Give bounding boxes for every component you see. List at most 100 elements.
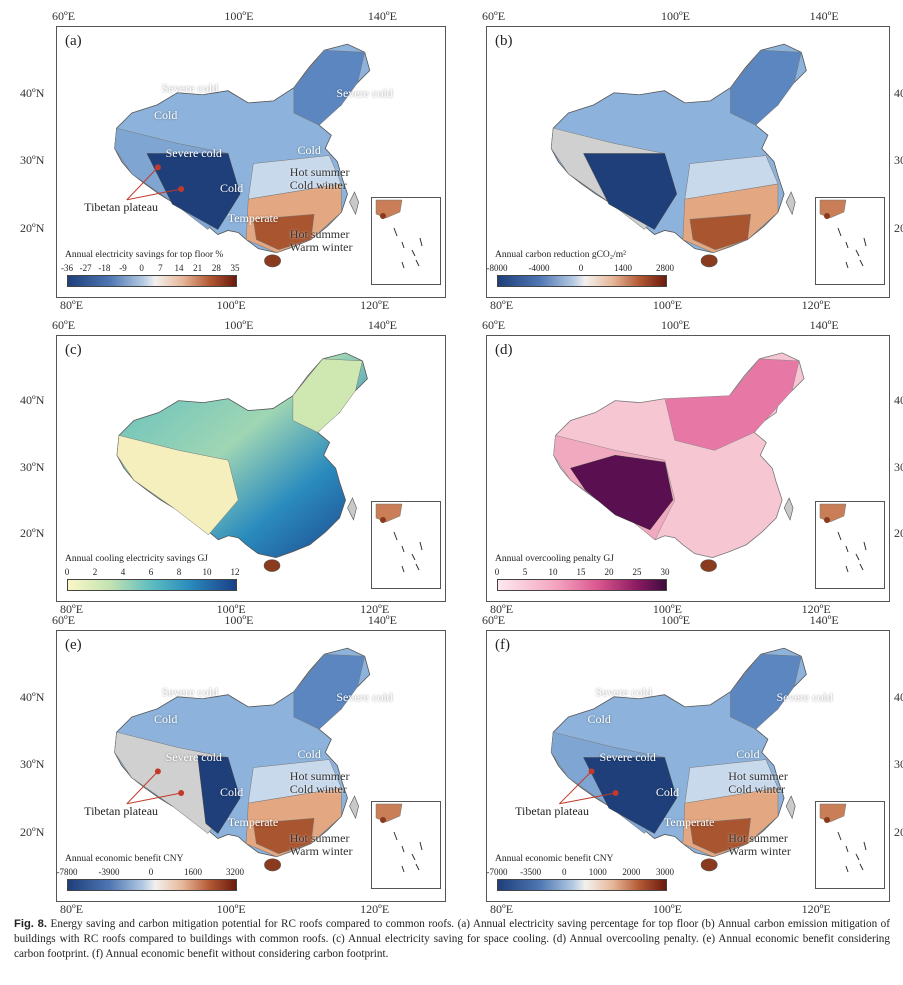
- lon-top-label: 60ºE: [52, 613, 76, 627]
- colorbar-tick-label: -27: [79, 263, 92, 273]
- colorbar-tick-label: -36: [61, 263, 73, 273]
- map-panel-b: 60ºE 100ºE 140ºE 40ºN 30ºN 20ºN (b) Annual car…: [452, 8, 903, 312]
- panel-letter: (d): [495, 342, 513, 358]
- lat-label: 40ºN: [894, 689, 903, 704]
- climate-zone-label: Cold: [219, 784, 244, 799]
- colorbar-tick-label: 2000: [622, 867, 641, 877]
- lon-top-label: 60ºE: [482, 9, 506, 23]
- climate-zone-label: Severe cold: [336, 86, 393, 101]
- colorbar-tick-label: 1600: [184, 867, 202, 877]
- climate-zone-label: Cold winter: [728, 782, 786, 797]
- south-china-sea-inset: [371, 801, 441, 889]
- colorbar-tick-label: -9: [119, 263, 127, 273]
- lon-top-label: 140ºE: [367, 9, 397, 23]
- climate-zone-label: Severe cold: [599, 749, 656, 764]
- climate-zone-label: Temperate: [227, 814, 279, 829]
- lon-top-label: 140ºE: [367, 613, 397, 627]
- colorbar-tick-label: -7000: [486, 867, 508, 877]
- lon-top-label: 100ºE: [224, 318, 254, 332]
- map-frame: (b) Annual carbon reduction gCO₂/m² -8000…: [486, 26, 890, 298]
- lon-bottom-label: 80ºE: [490, 602, 514, 616]
- colorbar-tick-label: 30: [660, 567, 670, 577]
- map-frame: (c) Annual cooling electricity savings G…: [56, 335, 446, 602]
- colorbar-title: Annual electricity savings for top floor…: [65, 250, 224, 260]
- climate-zone-label: Warm winter: [289, 240, 353, 255]
- colorbar-tick-label: 3000: [656, 867, 674, 877]
- colorbar-title: Annual economic benefit CNY: [495, 854, 614, 864]
- lon-bottom-label: 100ºE: [652, 602, 682, 616]
- colorbar-tick-label: 20: [604, 567, 614, 577]
- lon-top-label: 100ºE: [224, 613, 254, 627]
- lon-bottom-label: 80ºE: [60, 902, 84, 916]
- south-china-sea-inset: [371, 501, 441, 589]
- lon-bottom-label: 80ºE: [490, 298, 514, 312]
- figure-label: Fig. 8.: [14, 918, 48, 930]
- colorbar: [67, 579, 237, 591]
- colorbar-tick-label: 14: [174, 263, 184, 273]
- lon-bottom-label: 100ºE: [216, 902, 246, 916]
- climate-zone-label: Warm winter: [728, 844, 791, 859]
- map-frame: (d) Annual overcooling penalty GJ 0 5 10 15 2…: [486, 335, 890, 602]
- lon-top-label: 100ºE: [224, 9, 254, 23]
- lat-label: 30ºN: [894, 153, 903, 167]
- climate-zone-label: Severe cold: [165, 145, 222, 160]
- caption-text: Energy saving and carbon mitigation pote…: [14, 918, 890, 960]
- colorbar-title: Annual overcooling penalty GJ: [495, 554, 614, 564]
- lat-label: 40ºN: [894, 85, 903, 100]
- colorbar-tick-label: 10: [202, 567, 212, 577]
- colorbar-tick-label: 0: [494, 567, 500, 577]
- colorbar-title: Annual cooling electricity savings GJ: [65, 554, 208, 564]
- china-choropleth-map: [116, 352, 368, 573]
- lon-bottom-label: 120ºE: [801, 602, 831, 616]
- colorbar-tick-label: 25: [632, 567, 642, 577]
- lat-label: 30ºN: [20, 459, 45, 474]
- climate-zone-label: Cold: [219, 180, 244, 195]
- colorbar-tick-label: -3500: [520, 867, 542, 877]
- colorbar: [497, 275, 667, 287]
- colorbar-title: Annual economic benefit CNY: [65, 854, 184, 864]
- climate-zone-label: Hot summer: [289, 768, 350, 783]
- colorbar-title: Annual carbon reduction gCO₂/m²: [495, 250, 626, 260]
- lon-top-label: 60ºE: [52, 318, 76, 332]
- map-panel-e: 60ºE 100ºE 140ºE 40ºN 30ºN 20ºN (e) Annual eco…: [20, 612, 446, 916]
- panel-letter: (c): [65, 342, 82, 358]
- map-frame: (e) Annual economic benefit CNY -7800 -390…: [56, 630, 446, 902]
- lat-label: 30ºN: [20, 757, 45, 771]
- climate-zone-label: Cold: [655, 784, 680, 799]
- lat-label: 20ºN: [20, 824, 45, 839]
- climate-zone-label: Cold: [154, 712, 178, 726]
- colorbar-tick-label: 10: [548, 567, 558, 577]
- climate-zone-label: Severe cold: [595, 685, 652, 699]
- map-frame: (a) Annual electricity savings for top f…: [56, 26, 446, 298]
- climate-zone-label: Cold winter: [289, 782, 347, 797]
- colorbar-tick-label: -8000: [486, 263, 508, 273]
- colorbar-tick-label: 12: [230, 567, 240, 577]
- lon-bottom-label: 100ºE: [652, 902, 682, 916]
- colorbar: [497, 579, 667, 591]
- china-choropleth-map: [114, 44, 371, 268]
- south-china-sea-inset: [815, 197, 885, 285]
- colorbar-tick-label: 0: [578, 263, 584, 273]
- tibetan-plateau-annotation: Tibetan plateau: [84, 803, 159, 818]
- colorbar-tick-label: 1000: [588, 867, 607, 877]
- climate-zone-label: Hot summer: [289, 226, 350, 241]
- china-choropleth-map: [553, 352, 805, 573]
- lat-label: 20ºN: [894, 525, 903, 540]
- climate-zone-label: Cold: [587, 712, 611, 726]
- climate-zone-label: Severe cold: [161, 81, 219, 95]
- colorbar-tick-label: 6: [148, 567, 154, 577]
- colorbar-tick-label: 8: [176, 567, 182, 577]
- lon-bottom-label: 100ºE: [652, 298, 682, 312]
- lon-bottom-label: 80ºE: [60, 298, 84, 312]
- colorbar: [497, 879, 667, 891]
- colorbar-tick-label: -3900: [98, 867, 120, 877]
- map-panel-a: 60ºE 100ºE 140ºE 40ºN 30ºN 20ºN (a) Annual ele…: [20, 8, 446, 312]
- south-china-sea-inset: [815, 801, 885, 889]
- colorbar-tick-label: 2800: [656, 263, 674, 273]
- china-choropleth-map: [550, 44, 807, 268]
- map-frame: (f) Annual economic benefit CNY -7000 -350…: [486, 630, 890, 902]
- climate-zone-label: Cold: [297, 747, 321, 762]
- climate-zone-label: Temperate: [227, 210, 279, 225]
- lon-top-label: 60ºE: [482, 613, 506, 627]
- panel-letter: (b): [495, 33, 513, 49]
